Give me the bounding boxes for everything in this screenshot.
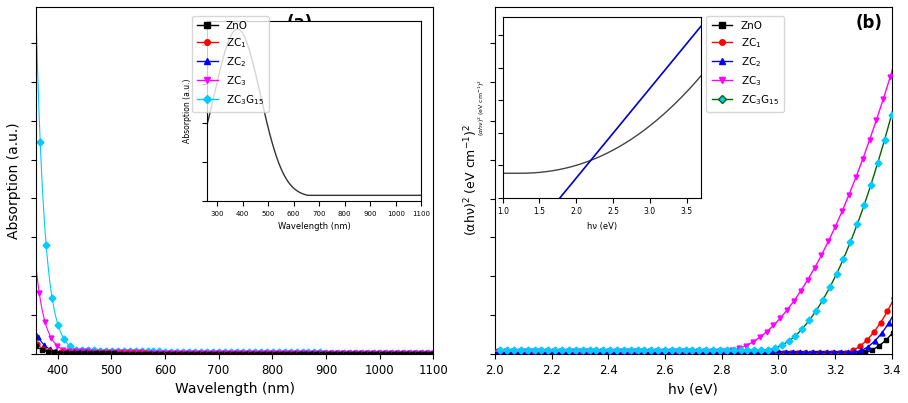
X-axis label: hν (eV): hν (eV) — [668, 382, 718, 396]
Legend: ZnO, ZC$_1$, ZC$_2$, ZC$_3$, ZC$_3$G$_{15}$: ZnO, ZC$_1$, ZC$_2$, ZC$_3$, ZC$_3$G$_{1… — [706, 16, 785, 112]
Text: (b): (b) — [856, 14, 883, 32]
Y-axis label: Absorption (a.u.): Absorption (a.u.) — [7, 122, 21, 239]
X-axis label: Wavelength (nm): Wavelength (nm) — [174, 382, 295, 396]
Text: (a): (a) — [286, 14, 312, 32]
Legend: ZnO, ZC$_1$, ZC$_2$, ZC$_3$, ZC$_3$G$_{15}$: ZnO, ZC$_1$, ZC$_2$, ZC$_3$, ZC$_3$G$_{1… — [192, 16, 269, 112]
Y-axis label: (αhν)$^2$ (eV cm$^{-1}$)$^2$: (αhν)$^2$ (eV cm$^{-1}$)$^2$ — [462, 125, 479, 237]
